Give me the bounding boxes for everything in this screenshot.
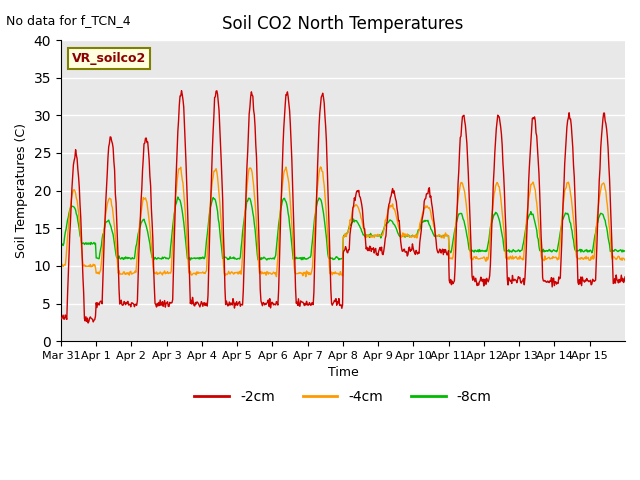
Y-axis label: Soil Temperatures (C): Soil Temperatures (C) — [15, 123, 28, 258]
Text: No data for f_TCN_4: No data for f_TCN_4 — [6, 14, 131, 27]
X-axis label: Time: Time — [328, 366, 358, 379]
Legend: -2cm, -4cm, -8cm: -2cm, -4cm, -8cm — [189, 384, 497, 409]
Text: VR_soilco2: VR_soilco2 — [72, 52, 147, 65]
Title: Soil CO2 North Temperatures: Soil CO2 North Temperatures — [222, 15, 463, 33]
